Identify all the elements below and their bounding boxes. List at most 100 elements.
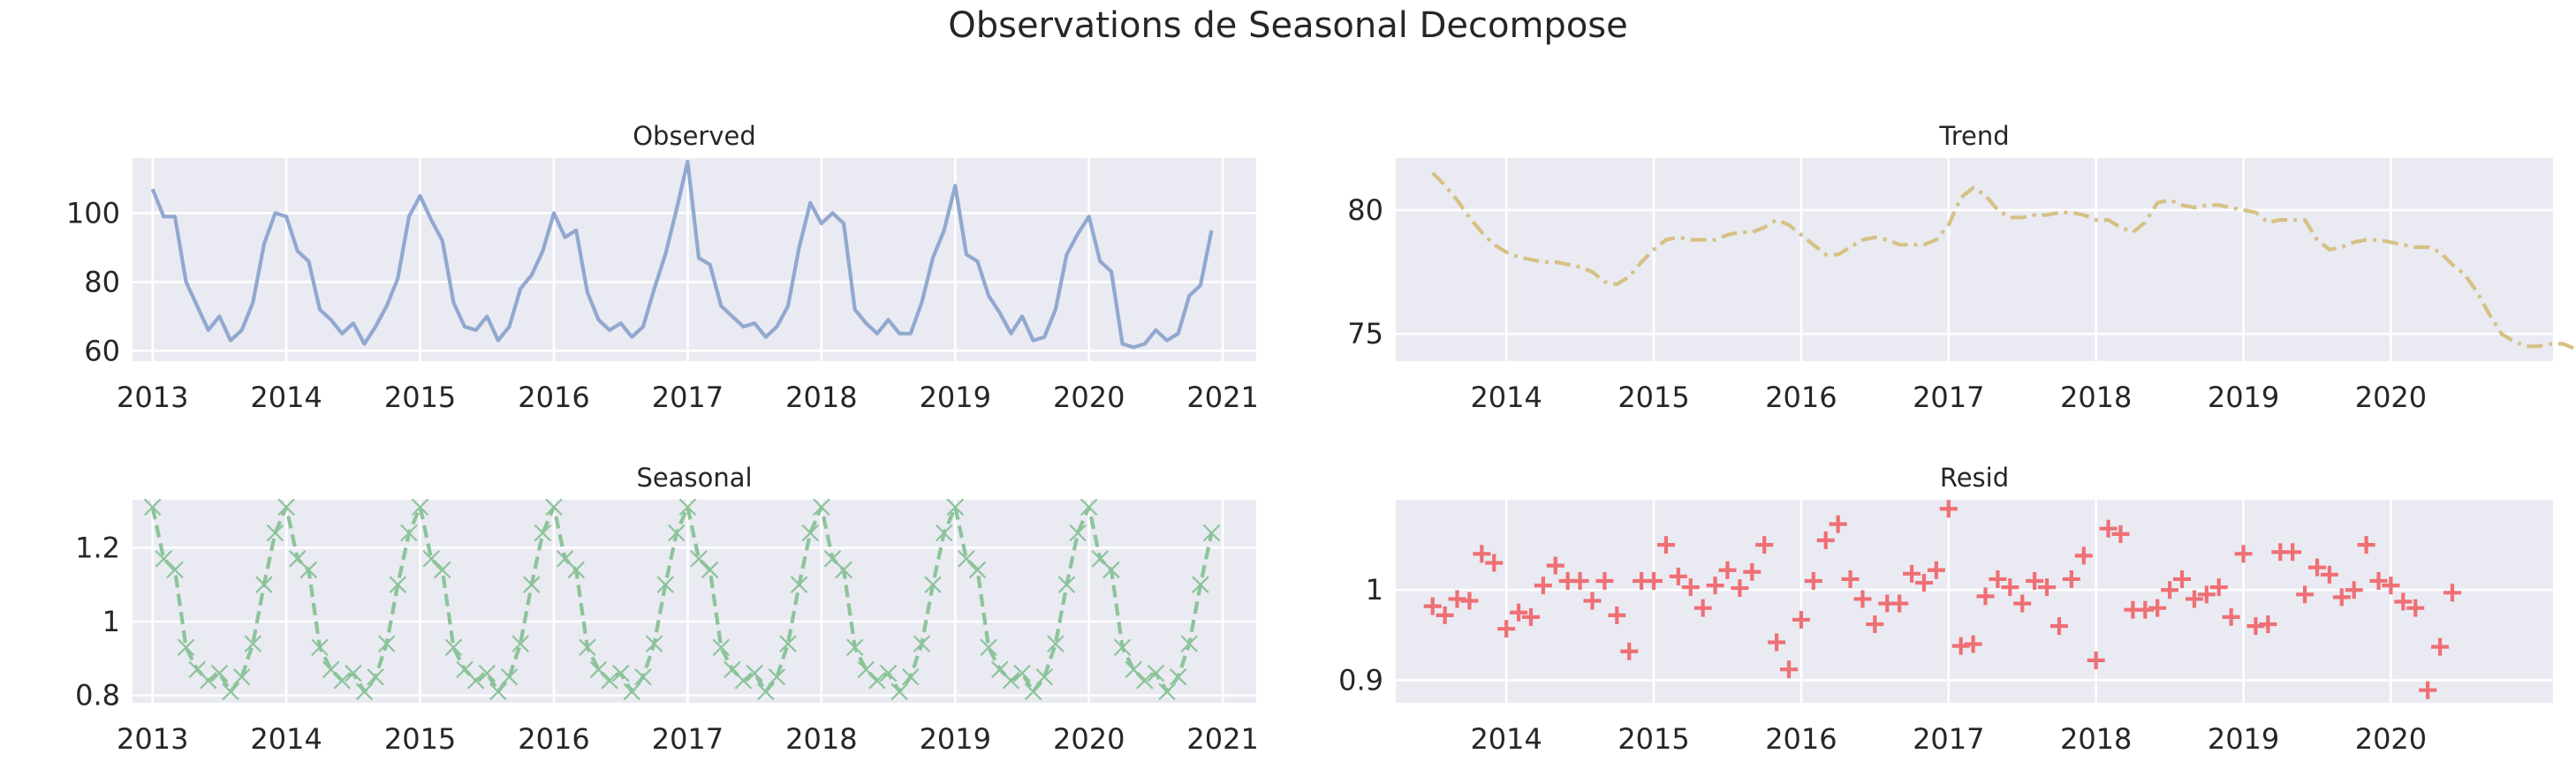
seasonal-xtick-label: 2015 (384, 722, 456, 756)
seasonal-point (1069, 524, 1087, 542)
trend-xtick-label: 2016 (1765, 381, 1837, 414)
trend-panel: Trend 2014 2015 2016 2017 2018 2019 2020 75 80 (1347, 121, 2576, 414)
seasonal-point (434, 561, 451, 579)
seasonal-point (712, 638, 731, 657)
seasonal-point (1202, 524, 1221, 542)
resid-point (2406, 599, 2425, 617)
seasonal-point (980, 638, 997, 657)
resid-point (2026, 572, 2044, 590)
observed-xtick-label: 2021 (1186, 381, 1258, 414)
seasonal-point (924, 576, 942, 593)
seasonal-point (1169, 667, 1187, 686)
observed-ytick-label: 100 (66, 196, 120, 230)
seasonal-xtick-label: 2014 (250, 722, 322, 756)
resid-point (2259, 615, 2277, 634)
resid-point (1656, 536, 1675, 554)
seasonal-point (835, 561, 852, 579)
resid-point (1927, 561, 1945, 579)
resid-ytick-label: 0.9 (1338, 663, 1383, 697)
observed-series-line (150, 159, 1214, 350)
seasonal-point (845, 638, 864, 657)
seasonal-point (1147, 664, 1165, 682)
trend-xtick-label: 2019 (2208, 381, 2279, 414)
seasonal-ytick-label: 1.2 (75, 531, 120, 564)
seasonal-point (634, 667, 652, 686)
resid-point (1669, 567, 1687, 585)
resid-point (1939, 500, 1958, 518)
seasonal-point (890, 682, 908, 701)
resid-point (1853, 590, 1872, 608)
observed-xtick-label: 2013 (117, 381, 188, 414)
resid-point (2173, 569, 2192, 588)
seasonal-point (277, 498, 295, 516)
seasonal-point (868, 672, 886, 690)
observed-xtick-label: 2018 (785, 381, 857, 414)
seasonal-point (466, 672, 485, 690)
seasonal-point (534, 524, 552, 542)
seasonal-point (444, 638, 463, 657)
seasonal-point (668, 524, 686, 542)
resid-point (2284, 543, 2302, 562)
seasonal-point (411, 498, 429, 516)
resid-point (1804, 572, 1822, 590)
resid-point (1620, 642, 1639, 660)
resid-point (2431, 637, 2450, 656)
seasonal-point (779, 635, 797, 652)
resid-xtick-label: 2016 (1765, 722, 1837, 756)
resid-point (1792, 610, 1810, 629)
seasonal-point (879, 664, 898, 682)
resid-point (1816, 532, 1835, 549)
seasonal-point (177, 638, 195, 657)
resid-point (1521, 607, 1540, 626)
resid-point (2087, 651, 2105, 669)
seasonal-point (1057, 576, 1076, 593)
seasonal-point (579, 638, 596, 657)
resid-point (1976, 587, 1995, 606)
resid-point (1866, 615, 1884, 634)
observed-xtick-label: 2014 (250, 381, 322, 414)
resid-point (1546, 556, 1565, 575)
resid-point (2013, 594, 2032, 613)
seasonal-point (232, 667, 251, 686)
resid-point (2099, 519, 2118, 538)
seasonal-point (244, 635, 262, 652)
seasonal-point (1192, 576, 1209, 593)
resid-point (2049, 617, 2068, 636)
resid-title: Resid (1940, 463, 2009, 493)
seasonal-point (656, 576, 674, 593)
seasonal-point (210, 664, 229, 682)
seasonal-xtick-label: 2017 (652, 722, 724, 756)
seasonal-xtick-label: 2013 (117, 722, 188, 756)
seasonal-point (1013, 664, 1031, 682)
seasonal-point (522, 576, 541, 593)
observed-ytick-label: 60 (84, 334, 120, 367)
resid-point (1436, 606, 1454, 624)
resid-point (1829, 515, 1847, 533)
resid-point (2296, 585, 2315, 604)
seasonal-title: Seasonal (636, 463, 752, 493)
trend-ytick-label: 75 (1347, 317, 1383, 351)
resid-point (2419, 681, 2437, 699)
resid-point (2038, 578, 2057, 597)
resid-point (1608, 606, 1626, 624)
resid-point (1423, 597, 1442, 615)
resid-point (2443, 584, 2461, 602)
resid-point (2197, 585, 2216, 604)
seasonal-point (255, 576, 273, 593)
resid-point (2222, 607, 2240, 626)
resid-point (2345, 581, 2363, 599)
seasonal-point (1035, 667, 1054, 686)
resid-point (1718, 561, 1737, 579)
seasonal-point (400, 524, 418, 542)
seasonal-ytick-label: 1 (102, 605, 120, 638)
resid-point (2357, 536, 2375, 554)
resid-point (1903, 564, 1921, 583)
resid-point (2148, 599, 2167, 617)
trend-plot-area (1396, 158, 2553, 361)
resid-point (2161, 581, 2179, 599)
seasonal-point (355, 682, 374, 701)
seasonal-point (1180, 635, 1199, 652)
seasonal-point (935, 524, 953, 542)
resid-point (1473, 545, 1491, 563)
resid-plot-area (1396, 500, 2553, 703)
